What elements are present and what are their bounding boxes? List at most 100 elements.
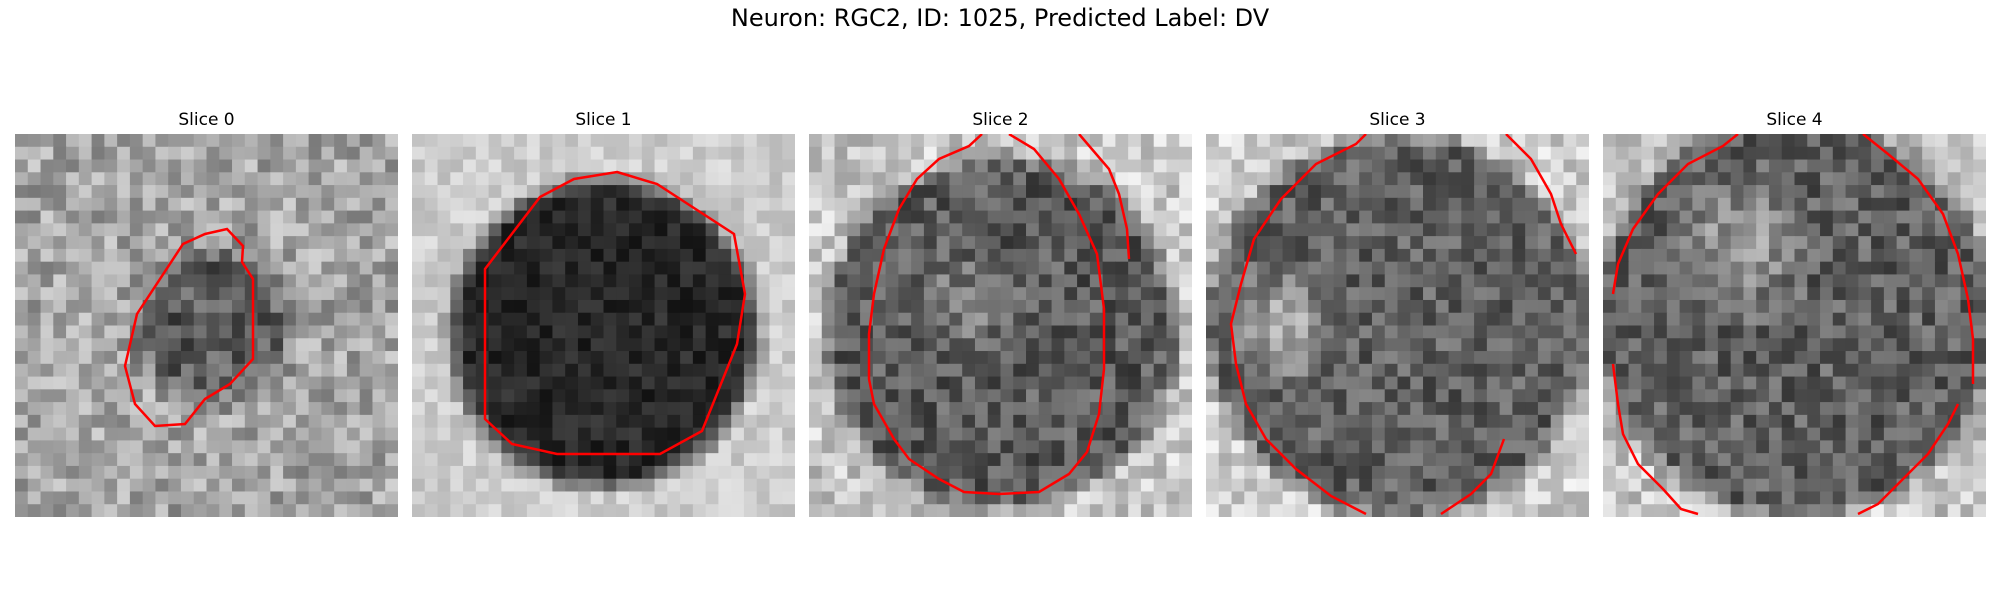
pixel [244,134,259,148]
pixel [860,210,874,224]
pixel [526,185,541,199]
pixel [923,414,938,429]
pixel [1128,504,1142,517]
pixel [1295,197,1309,212]
pixel [1550,465,1565,480]
pixel [1499,376,1513,390]
pixel [1807,185,1821,199]
pixel [629,134,643,148]
pixel [1371,427,1386,441]
pixel [1973,159,1986,173]
pixel [641,338,656,352]
pixel [475,376,490,390]
pixel [514,376,528,390]
pixel [1730,159,1745,173]
pixel [1550,453,1565,467]
pixel [603,223,617,237]
pixel [809,134,823,148]
pixel [731,491,745,505]
pixel [1666,223,1681,237]
pixel [1206,248,1220,263]
pixel [334,223,348,237]
pixel [488,197,502,212]
pixel [821,478,836,493]
pixel [1435,465,1450,480]
pixel [1461,402,1475,416]
pixel [949,172,963,186]
pixel [526,491,541,505]
pixel [1756,440,1770,454]
pixel [129,197,144,212]
pixel [424,236,439,250]
pixel [1794,478,1808,493]
pixel [1448,351,1462,365]
pixel [1153,299,1168,314]
pixel [1960,491,1974,505]
pixel [15,376,29,390]
pixel [1257,414,1271,429]
pixel [1206,274,1220,288]
pixel [1026,236,1040,250]
pixel [603,248,617,263]
pixel [346,236,361,250]
pixel [270,223,284,237]
pixel [629,146,643,161]
pixel [117,261,131,276]
pixel [514,236,528,250]
pixel [78,440,93,454]
pixel [1269,440,1284,454]
pixel [232,414,246,429]
pixel [257,363,271,378]
pixel [1756,389,1770,403]
pixel [1153,402,1168,416]
pixel [1794,185,1808,199]
pixel [1654,491,1668,505]
pixel [1179,134,1192,148]
pixel [1231,134,1245,148]
pixel [1435,338,1450,352]
pixel [743,261,758,276]
pixel [641,491,656,505]
pixel [1102,363,1116,378]
pixel [577,159,592,173]
pixel [526,504,541,517]
pixel [1730,172,1745,186]
pixel [1781,172,1796,186]
pixel [1051,134,1065,148]
pixel [257,504,271,517]
pixel [1397,274,1411,288]
pixel [718,440,732,454]
pixel [654,287,668,301]
pixel [193,146,208,161]
pixel [1140,478,1155,493]
pixel [834,185,848,199]
pixel [1038,376,1053,390]
pixel [1666,146,1681,161]
pixel [129,338,144,352]
pixel [104,223,118,237]
pixel [1115,363,1129,378]
pixel [412,299,426,314]
pixel [1000,185,1014,199]
pixel [1781,236,1796,250]
pixel [1115,478,1129,493]
pixel [577,312,592,327]
pixel [769,312,783,327]
pixel [1666,363,1681,378]
pixel [731,504,745,517]
pixel [654,299,668,314]
pixel [1717,210,1732,224]
pixel [1102,440,1116,454]
pixel [860,427,874,441]
pixel [412,172,426,186]
pixel [1858,261,1872,276]
pixel [206,248,220,263]
pixel [1781,210,1796,224]
pixel [475,363,490,378]
pixel [1140,491,1155,505]
pixel [834,159,848,173]
pixel [1537,440,1552,454]
pixel [949,261,963,276]
pixel [949,414,963,429]
pixel [667,363,681,378]
